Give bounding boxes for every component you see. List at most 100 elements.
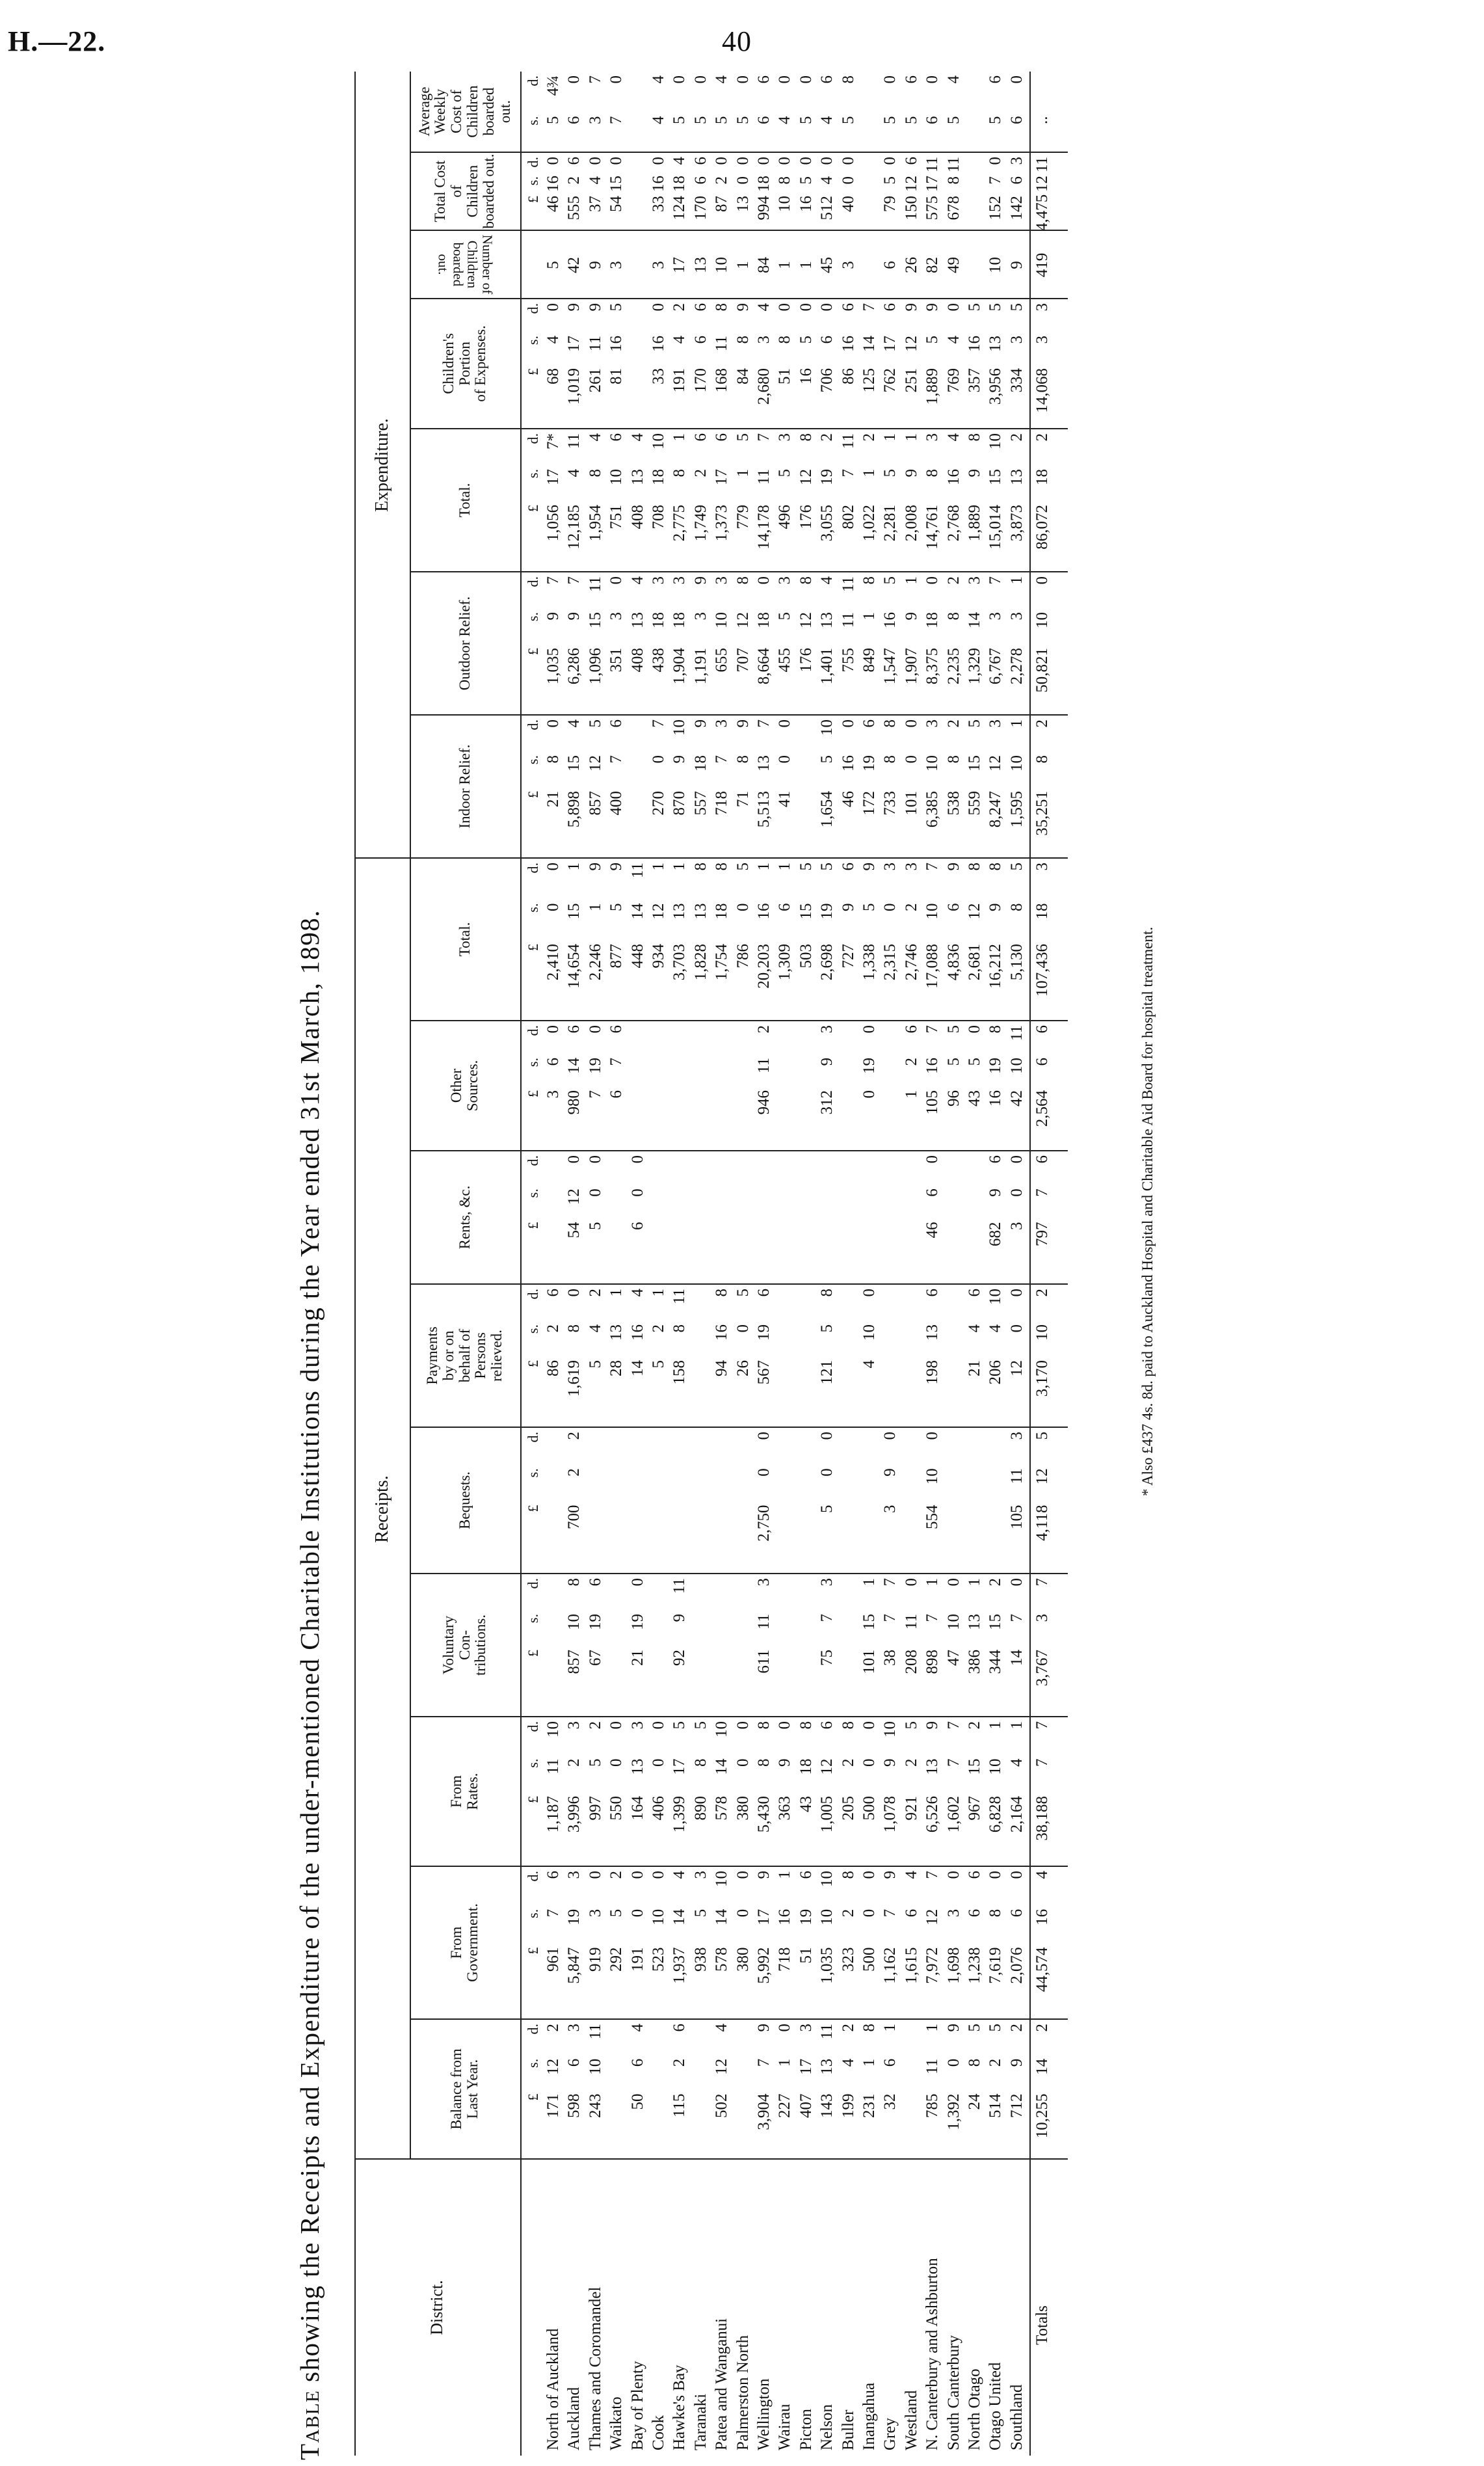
cell-balance: 3,904 7 9 (754, 2020, 775, 2160)
pounds-value: 16 (797, 368, 815, 384)
pounds-value: 199 (839, 2093, 857, 2119)
units-row: £ s. d. (523, 572, 546, 716)
shillings-value (691, 1054, 711, 1086)
pounds-value: 1,392 (944, 2093, 962, 2130)
count-value: 49 (944, 257, 962, 273)
unit-pounds: £ (525, 505, 541, 512)
pounds-value (711, 1646, 732, 1717)
pence-value (985, 1428, 1006, 1464)
unit-pounds: £ (525, 648, 541, 655)
pounds-value: 1,602 (944, 1796, 962, 1833)
pounds-value: 555 (565, 196, 583, 221)
cell-children-portion: 334 3 5 (1007, 299, 1027, 429)
pence-value (796, 716, 817, 751)
pence-value: 8 (713, 303, 731, 312)
pounds-value (775, 1501, 795, 1575)
pence-value: 0 (818, 157, 836, 165)
shillings-value: 7 (1007, 1614, 1026, 1622)
cell-children-portion: 68 4 0 (543, 299, 564, 429)
pounds-value: 16 (797, 196, 815, 212)
shillings-value: 6 (691, 176, 709, 185)
shillings-value: 14 (860, 336, 878, 352)
pounds-value: 554 (923, 1505, 942, 1530)
title-lead: Table (295, 2389, 325, 2460)
pounds-value: 46 (923, 1222, 942, 1239)
pounds-value: 6,526 (923, 1796, 942, 1833)
pounds-value (754, 1218, 775, 1285)
pence-value: 6 (1033, 1025, 1051, 1034)
pounds-value (901, 1501, 922, 1575)
pence-value: 10 (713, 1721, 731, 1737)
pounds-value: 1,329 (966, 648, 983, 685)
pounds-value: 1,754 (713, 944, 731, 981)
shillings-value: 5 (944, 116, 962, 125)
pounds-value: 448 (628, 944, 646, 969)
cell-number: 9 (1007, 231, 1027, 299)
pounds-value: 2,681 (966, 944, 983, 981)
shillings-value: 17 (565, 336, 583, 352)
pounds-value: 611 (755, 1650, 773, 1674)
pence-value: 6 (607, 1025, 626, 1034)
pounds-value: 967 (966, 1796, 983, 1821)
pence-value: 0 (966, 1025, 983, 1034)
shillings-value: 10 (1007, 1058, 1026, 1074)
pounds-value: 251 (902, 368, 920, 393)
shillings-value: 7 (923, 1614, 942, 1622)
shillings-value (859, 113, 880, 154)
shillings-value (606, 1464, 627, 1501)
pounds-value (648, 1646, 669, 1717)
shillings-value (838, 1610, 859, 1646)
pence-value: 0 (776, 1721, 794, 1730)
pence-value: 0 (565, 1289, 583, 1297)
pence-value: 0 (944, 1578, 962, 1587)
shillings-value: 17 (881, 336, 899, 352)
pence-value: 10 (987, 433, 1005, 449)
shillings-value: 8 (923, 469, 942, 477)
shillings-value (964, 1464, 985, 1501)
cell-number: 42 (564, 231, 585, 299)
cell-outdoor: 655 10 3 (711, 572, 732, 716)
pounds-value: 1,889 (966, 505, 983, 542)
cell-number: 9 (585, 231, 606, 299)
shillings-value: 12 (797, 469, 815, 485)
cell-rates: 1,078 9 10 (880, 1717, 901, 1867)
cell-payments: 567 19 6 (754, 1285, 775, 1428)
pounds-value (711, 1501, 732, 1575)
header-label: From Rates. (448, 1773, 481, 1810)
pence-value: 6 (987, 1155, 1005, 1164)
pounds-value (838, 1356, 859, 1428)
cell-government: 1,238 6 6 (964, 1867, 985, 2020)
units-row: £ s. d. (523, 153, 546, 231)
pounds-value: 6,828 (987, 1796, 1005, 1833)
cell-bequests: 554 10 0 (922, 1428, 943, 1574)
pounds-value: 3,055 (818, 505, 836, 542)
cell-total-cost (859, 153, 880, 231)
pounds-value: 1,096 (586, 648, 604, 685)
pence-value: 3 (628, 1721, 646, 1730)
header-total-expenditure: Total. (410, 429, 520, 572)
cell-rents (648, 1151, 669, 1285)
pounds-value: 261 (586, 368, 604, 393)
pence-value (1032, 72, 1053, 113)
pence-value: 0 (797, 75, 815, 84)
pence-value (691, 2020, 711, 2055)
cell-payments: 158 8 11 (669, 1285, 690, 1428)
cell-government: 1,162 7 9 (880, 1867, 901, 2020)
shillings-value (648, 1464, 669, 1501)
shillings-value: 19 (860, 755, 878, 771)
cell-indoor: 41 0 0 (775, 716, 795, 859)
pence-value: 0 (650, 1721, 667, 1730)
cell-rents (711, 1151, 732, 1285)
pence-value (648, 1428, 669, 1464)
pounds-value (838, 1086, 859, 1151)
cell-total-expenditure: 2,008 9 1 (901, 429, 922, 572)
pence-value: 1 (607, 1289, 626, 1297)
shillings-value: 15 (565, 903, 583, 920)
header-indoor: Indoor Relief. (410, 716, 520, 859)
cell-government: 523 10 0 (648, 1867, 669, 2020)
pence-value: 2 (987, 1578, 1005, 1587)
pounds-value: 733 (881, 791, 899, 816)
cell-balance (691, 2020, 711, 2160)
cell-government: 191 0 0 (628, 1867, 648, 2020)
